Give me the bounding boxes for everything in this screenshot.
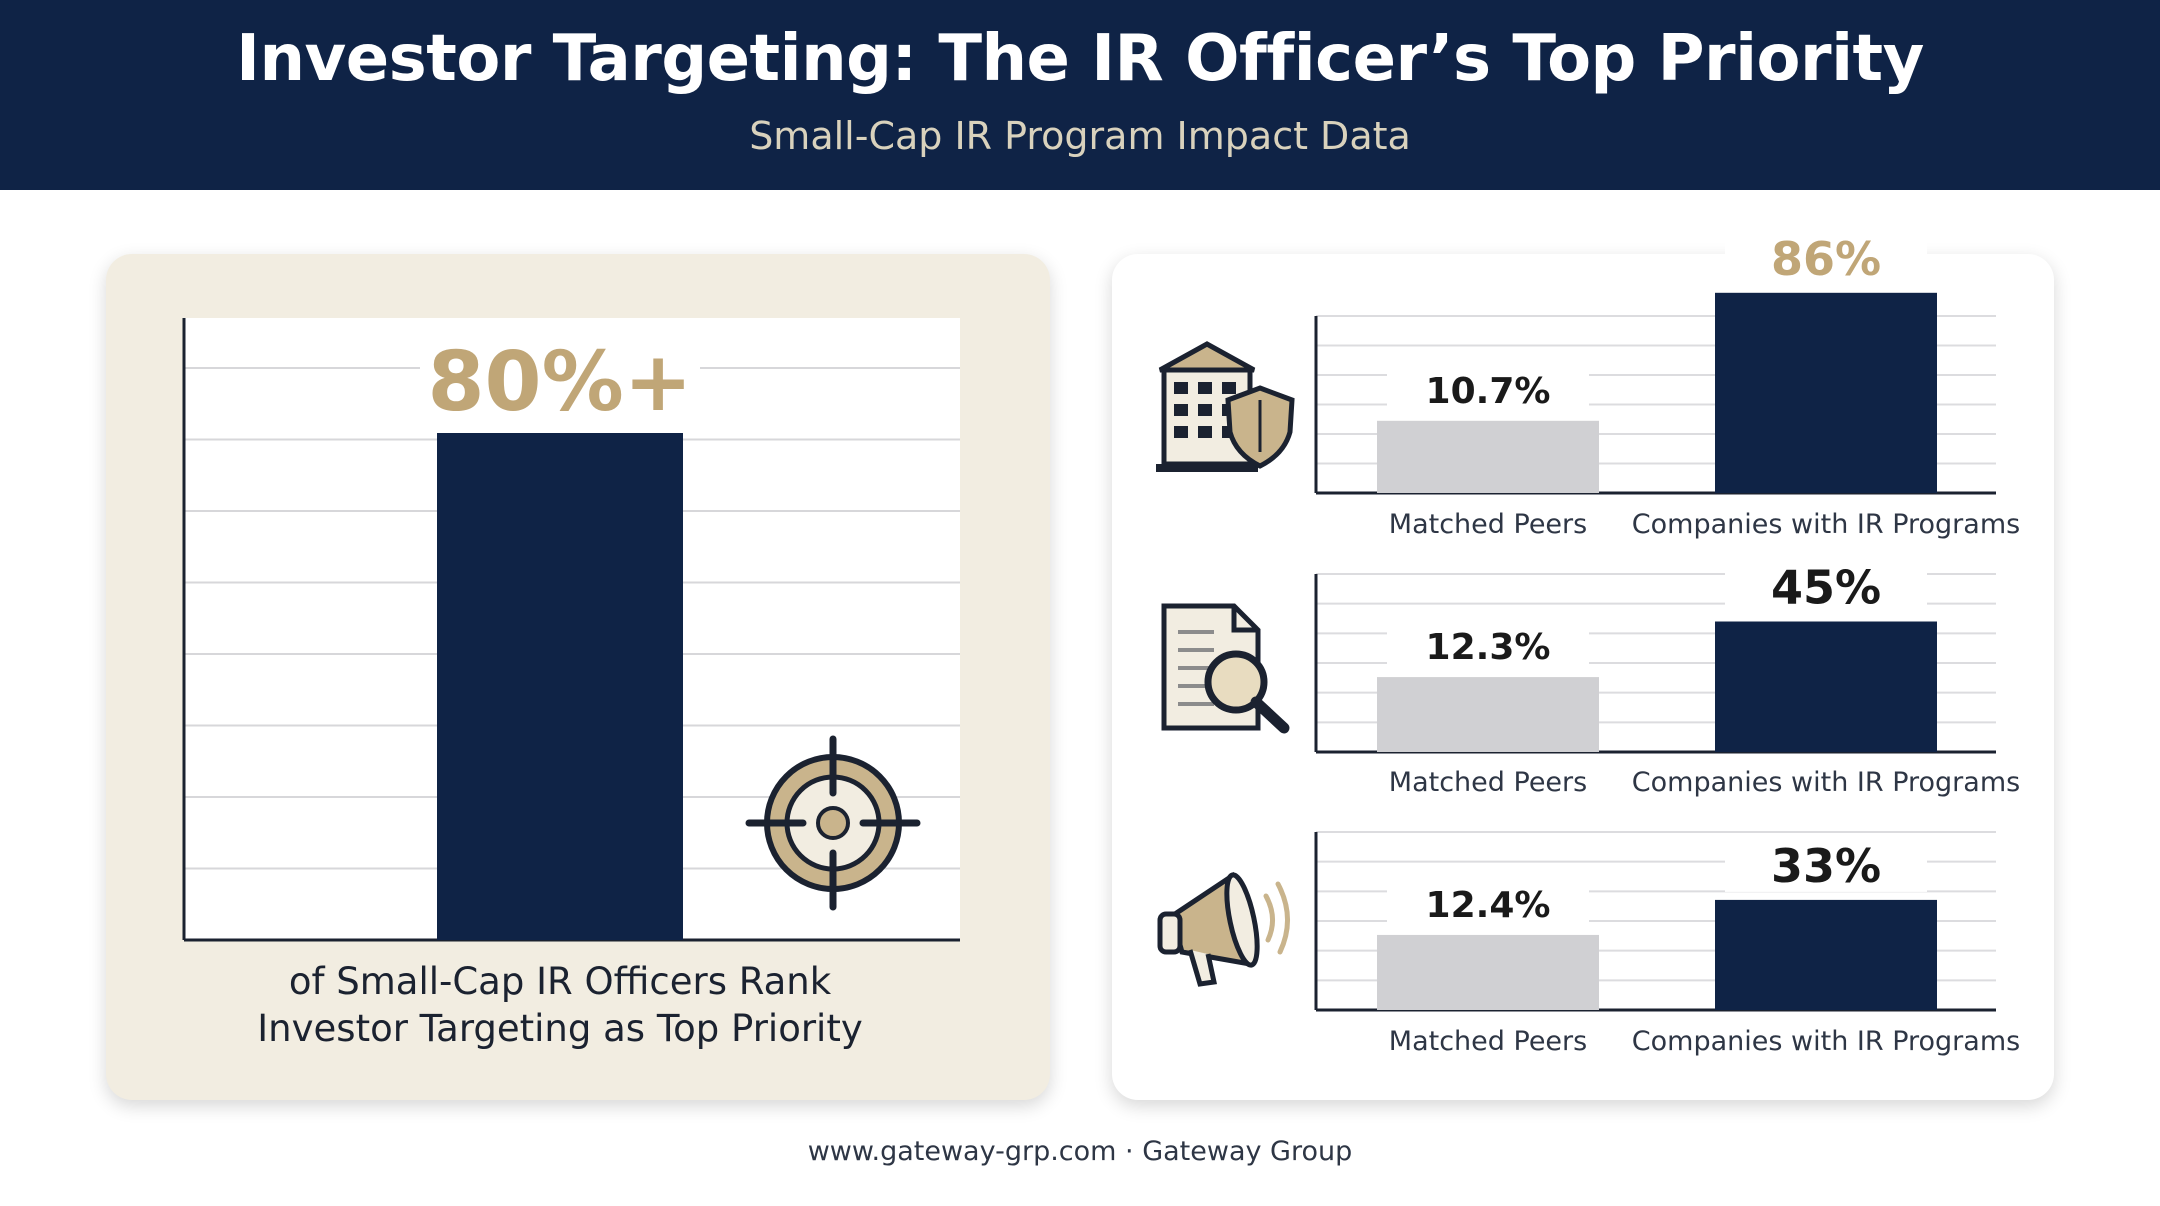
building-shield-icon bbox=[1156, 341, 1295, 472]
building-window bbox=[1222, 382, 1236, 394]
bar-matched-peers bbox=[1377, 677, 1599, 752]
bar-main bbox=[437, 433, 683, 940]
document-magnifier-icon bbox=[1161, 603, 1290, 734]
page-title: Investor Targeting: The IR Officer’s Top… bbox=[236, 22, 1924, 96]
building-window bbox=[1198, 404, 1212, 416]
value-label: 33% bbox=[1771, 839, 1881, 893]
megaphone-back bbox=[1157, 911, 1183, 955]
bar-matched-peers bbox=[1377, 420, 1599, 493]
bar-companies-with-ir bbox=[1715, 899, 1937, 1010]
building-window bbox=[1198, 382, 1212, 394]
bar-companies-with-ir bbox=[1715, 621, 1937, 752]
sound-wave bbox=[1263, 893, 1275, 943]
megaphone-icon bbox=[1157, 871, 1291, 987]
value-label: 10.7% bbox=[1426, 371, 1551, 412]
header-banner: Investor Targeting: The IR Officer’s Top… bbox=[0, 0, 2160, 190]
comparison-chart-2: 12.3% Matched Peers 45% Companies with IR P… bbox=[1314, 559, 2020, 798]
category-label: Matched Peers bbox=[1389, 1026, 1587, 1057]
caption-line-2: Investor Targeting as Top Priority bbox=[257, 1007, 862, 1050]
target-crosshair-icon bbox=[745, 735, 921, 911]
category-label: Companies with IR Programs bbox=[1632, 1026, 2020, 1057]
target-center bbox=[816, 806, 850, 840]
value-label: 12.4% bbox=[1426, 885, 1551, 926]
comparison-chart-1: 10.7% Matched Peers 86% Companies with IR P… bbox=[1314, 230, 2020, 540]
magnifier-handle bbox=[1250, 696, 1290, 734]
category-label: Companies with IR Programs bbox=[1632, 767, 2020, 798]
page-subtitle: Small-Cap IR Program Impact Data bbox=[749, 114, 1411, 158]
caption-line-1: of Small-Cap IR Officers Rank bbox=[289, 960, 832, 1003]
document-fold bbox=[1231, 606, 1258, 633]
value-label-backdrop bbox=[1387, 358, 1589, 413]
category-label: Matched Peers bbox=[1389, 767, 1587, 798]
megaphone-handle bbox=[1187, 949, 1218, 987]
value-label-main: 80%+ bbox=[428, 335, 693, 430]
footer-credit: www.gateway-grp.com · Gateway Group bbox=[807, 1136, 1353, 1167]
value-label-backdrop bbox=[420, 335, 700, 425]
building-window bbox=[1198, 426, 1212, 438]
building-window bbox=[1174, 426, 1188, 438]
value-label: 12.3% bbox=[1426, 627, 1551, 668]
value-label-backdrop bbox=[1387, 872, 1589, 927]
category-label: Matched Peers bbox=[1389, 509, 1587, 540]
building-window bbox=[1174, 382, 1188, 394]
comparison-chart-3: 12.4% Matched Peers 33% Companies with IR P… bbox=[1314, 831, 2020, 1057]
magnifier-lens bbox=[1204, 650, 1268, 714]
value-label-backdrop bbox=[1725, 230, 1927, 285]
value-label-backdrop bbox=[1725, 837, 1927, 892]
value-label: 86% bbox=[1771, 232, 1881, 286]
value-label-backdrop bbox=[1725, 559, 1927, 614]
category-label: Companies with IR Programs bbox=[1632, 509, 2020, 540]
bar-matched-peers bbox=[1377, 934, 1599, 1010]
building-window bbox=[1174, 404, 1188, 416]
value-label: 45% bbox=[1771, 561, 1881, 615]
bar-companies-with-ir bbox=[1715, 292, 1937, 493]
value-label-backdrop bbox=[1387, 615, 1589, 670]
building-base bbox=[1156, 464, 1258, 472]
megaphone-bell bbox=[1224, 872, 1260, 968]
building-roof bbox=[1158, 341, 1256, 373]
sound-wave bbox=[1275, 881, 1291, 955]
